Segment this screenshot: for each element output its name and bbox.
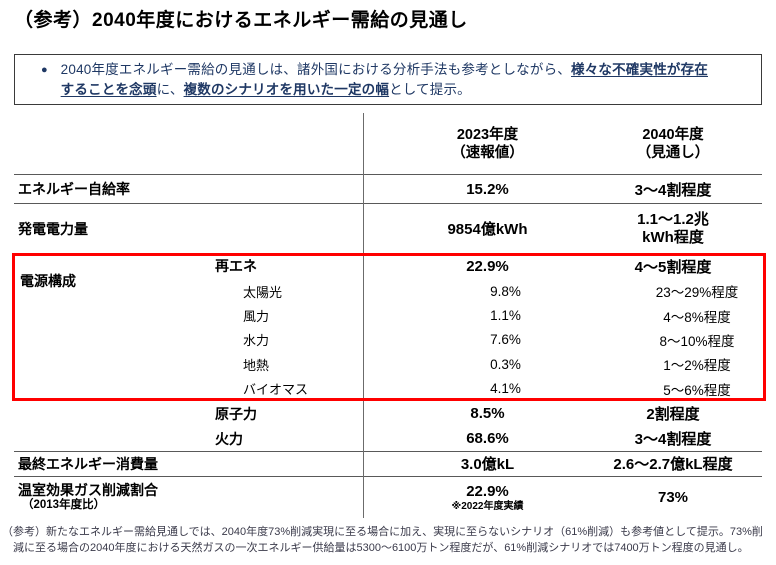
value-2040: 4～5割程度: [634, 258, 712, 276]
value-2040: 8～10%程度: [659, 333, 735, 349]
table-row-solar: 太陽光 9.8% 23～29%程度: [14, 279, 762, 303]
value-2040: 2.6～2.7億kL程度: [613, 456, 733, 474]
value-2023: 22.9%: [466, 482, 509, 500]
value-2040: 3～4割程度: [634, 181, 712, 199]
table-row-generation: 発電電力量 9854億kWh 1.1～1.2兆 kWh程度: [14, 204, 762, 253]
value-2040-line2: kWh程度: [642, 228, 704, 246]
table-header-row: 2023年度 （速報値） 2040年度 （見通し）: [14, 113, 762, 175]
header-2040: 2040年度 （見通し）: [612, 126, 762, 162]
footnote-line2: 減に至る場合の2040年度における天然ガスの一次エネルギー供給量は5300～61…: [13, 542, 749, 554]
header-2040-year: 2040年度: [642, 126, 704, 143]
value-2040: 2割程度: [646, 406, 700, 424]
row-label-power-mix: 電源構成: [20, 273, 76, 289]
value-2023: 7.6%: [490, 332, 521, 348]
row-label: 風力: [243, 309, 270, 325]
row-label: 水力: [243, 333, 270, 349]
value-2040: 73%: [657, 488, 689, 506]
value-2040: 5～6%程度: [663, 382, 731, 398]
row-label: 地熱: [243, 357, 270, 373]
value-2023: 9.8%: [490, 283, 521, 299]
table-row-thermal: 火力 68.6% 3～4割程度: [14, 427, 762, 452]
value-2023: 8.5%: [470, 405, 505, 423]
header-2040-note: （見通し）: [636, 144, 710, 161]
notice-line2-mid: に、: [156, 82, 184, 97]
value-2023-note: ※2022年度実績: [451, 500, 524, 512]
table-row-biomass: バイオマス 4.1% 5～6%程度: [14, 377, 762, 401]
table-row-renewables: 再エネ 22.9% 4～5割程度: [14, 253, 762, 279]
table-row-geothermal: 地熱 0.3% 1～2%程度: [14, 352, 762, 376]
value-2040: 1.1～1.2兆 kWh程度: [612, 211, 762, 247]
value-2023-group: 22.9% ※2022年度実績: [363, 483, 612, 512]
table-row-nuclear: 原子力 8.5% 2割程度: [14, 401, 762, 427]
table-row-self-sufficiency: エネルギー自給率 15.2% 3～4割程度: [14, 175, 762, 204]
value-2040: 3～4割程度: [634, 431, 712, 449]
energy-outlook-table: 2023年度 （速報値） 2040年度 （見通し） エネルギー自給率 15.2%…: [12, 113, 766, 518]
row-label: 太陽光: [243, 284, 283, 300]
table-divider-line: [363, 113, 364, 518]
row-label: 温室効果ガス削減割合: [18, 482, 158, 499]
notice-line1-text: 2040年度エネルギー需給の見通しは、諸外国における分析手法も参考としながら、: [60, 62, 571, 77]
notice-line2-end: として提示。: [389, 82, 471, 97]
row-label: エネルギー自給率: [18, 181, 130, 197]
value-2040-line1: 1.1～1.2兆: [637, 210, 709, 228]
footnote: （参考）新たなエネルギー需給見通しでは、2040年度73%削減実現に至る場合に加…: [2, 524, 774, 556]
row-label: 発電電力量: [18, 220, 88, 237]
table-row-ghg-reduction: 温室効果ガス削減割合 （2013年度比） 22.9% ※2022年度実績 73%: [14, 477, 762, 518]
notice-line2-strong2: 複数のシナリオを用いた一定の幅: [183, 82, 390, 97]
footnote-line1: （参考）新たなエネルギー需給見通しでは、2040年度73%削減実現に至る場合に加…: [2, 526, 763, 538]
value-2023: 3.0億kL: [460, 456, 515, 474]
value-2023: 1.1%: [490, 308, 521, 324]
table-row-final-consumption: 最終エネルギー消費量 3.0億kL 2.6～2.7億kL程度: [14, 452, 762, 477]
header-2023-year: 2023年度: [456, 126, 519, 143]
header-2023: 2023年度 （速報値）: [363, 126, 612, 162]
bullet-icon: ●: [41, 64, 48, 76]
row-label: 火力: [215, 430, 243, 447]
notice-text: 2040年度エネルギー需給の見通しは、諸外国における分析手法も参考としながら、様…: [61, 60, 708, 100]
value-2023: 22.9%: [466, 257, 509, 275]
value-2040: 1～2%程度: [663, 358, 731, 374]
value-2023: 0.3%: [490, 356, 521, 372]
value-2023: 4.1%: [490, 381, 521, 397]
notice-line2-strong1: することを念頭: [60, 82, 157, 97]
table-row-hydro: 水力 7.6% 8～10%程度: [14, 328, 762, 352]
value-2023: 68.6%: [466, 430, 509, 448]
row-label: 最終エネルギー消費量: [18, 455, 158, 472]
header-2023-note: （速報値）: [451, 144, 524, 161]
table-row-wind: 風力 1.1% 4～8%程度: [14, 303, 762, 327]
notice-line1-strong: 様々な不確実性が存在: [571, 62, 708, 77]
notice-box: ● 2040年度エネルギー需給の見通しは、諸外国における分析手法も参考としながら…: [14, 54, 762, 105]
value-2023: 15.2%: [466, 180, 509, 198]
page-title: （参考）2040年度におけるエネルギー需給の見通し: [14, 10, 468, 31]
value-2040: 4～8%程度: [663, 309, 731, 325]
value-2023: 9854億kWh: [447, 221, 528, 238]
row-label: 再エネ: [215, 258, 257, 274]
row-label-group: 温室効果ガス削減割合 （2013年度比）: [14, 482, 363, 512]
value-2040: 23～29%程度: [655, 285, 739, 301]
row-label: 原子力: [215, 405, 257, 422]
row-label: バイオマス: [243, 382, 309, 398]
row-label-sub: （2013年度比）: [22, 499, 106, 512]
